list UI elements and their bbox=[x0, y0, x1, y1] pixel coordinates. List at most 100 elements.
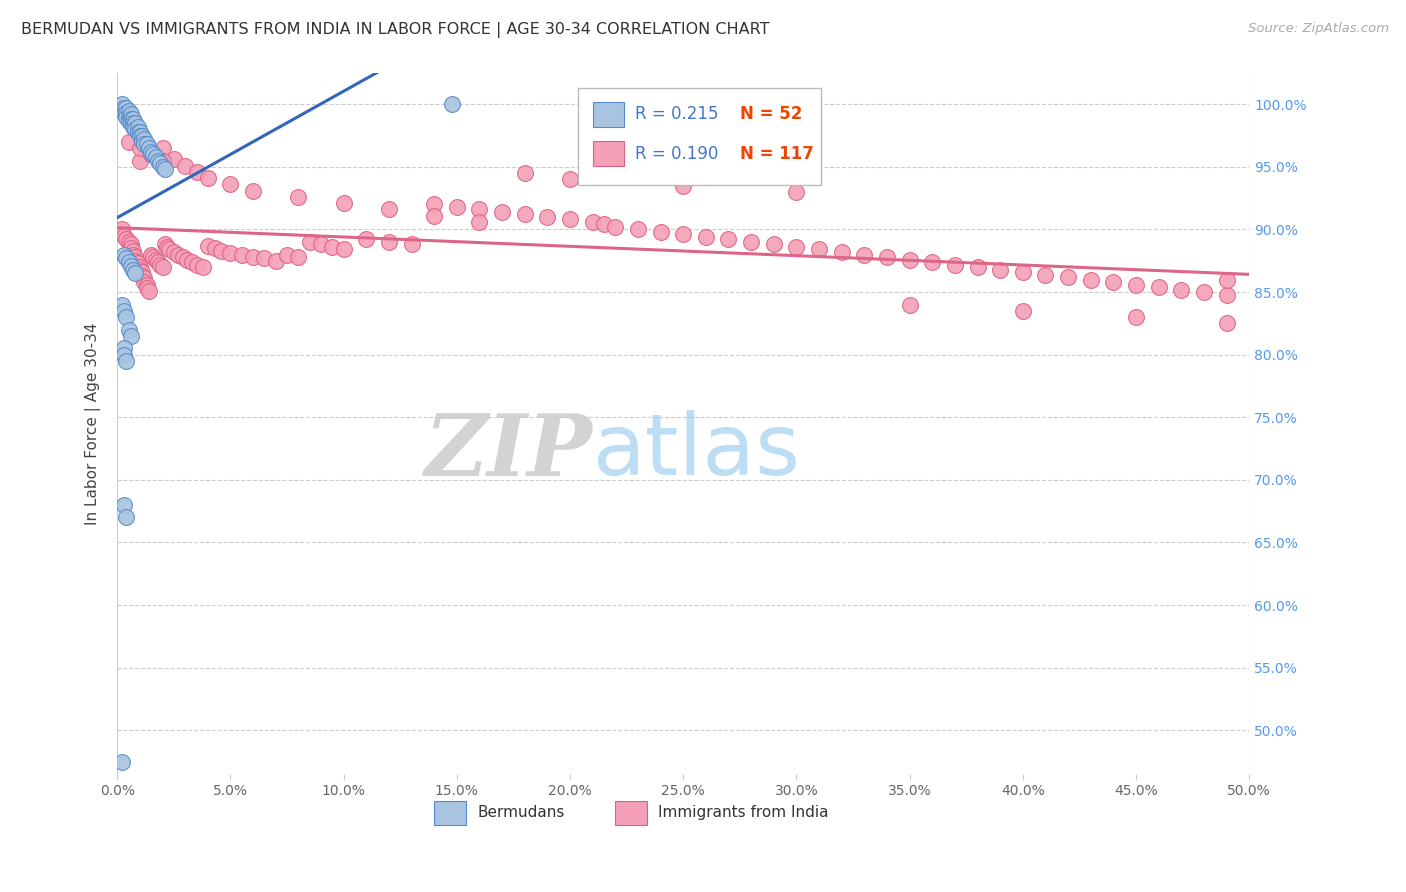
Point bbox=[242, 184, 264, 198]
Point bbox=[231, 247, 253, 261]
Point bbox=[112, 303, 135, 318]
Point bbox=[112, 498, 135, 512]
Point bbox=[145, 150, 167, 164]
Point bbox=[115, 310, 138, 324]
Point bbox=[401, 237, 423, 252]
Point bbox=[117, 323, 139, 337]
Point bbox=[1215, 272, 1237, 286]
Text: N = 117: N = 117 bbox=[740, 145, 814, 162]
Point bbox=[298, 235, 321, 249]
Point bbox=[129, 260, 152, 274]
Point bbox=[112, 348, 135, 362]
Point bbox=[117, 113, 139, 128]
Point bbox=[117, 135, 139, 149]
Text: Source: ZipAtlas.com: Source: ZipAtlas.com bbox=[1249, 22, 1389, 36]
Point bbox=[115, 106, 138, 120]
Point bbox=[124, 116, 146, 130]
Point bbox=[186, 165, 208, 179]
Point bbox=[627, 222, 650, 236]
Point bbox=[124, 250, 146, 264]
Point bbox=[264, 253, 287, 268]
Point bbox=[287, 250, 309, 264]
Point bbox=[672, 227, 695, 242]
Point bbox=[141, 147, 163, 161]
Point bbox=[135, 137, 157, 152]
Point bbox=[117, 235, 139, 249]
Point bbox=[129, 141, 152, 155]
Point bbox=[138, 141, 160, 155]
Point bbox=[112, 101, 135, 115]
Point bbox=[131, 134, 153, 148]
Point bbox=[129, 125, 152, 139]
Point bbox=[1125, 310, 1147, 324]
FancyBboxPatch shape bbox=[593, 102, 624, 127]
Point bbox=[468, 202, 491, 217]
Point bbox=[219, 178, 242, 192]
Point bbox=[242, 250, 264, 264]
Point bbox=[536, 210, 558, 224]
Point bbox=[785, 185, 807, 199]
Point bbox=[1192, 285, 1215, 299]
FancyBboxPatch shape bbox=[434, 801, 465, 824]
Point bbox=[115, 510, 138, 524]
Text: N = 52: N = 52 bbox=[740, 105, 803, 123]
Text: R = 0.190: R = 0.190 bbox=[634, 145, 718, 162]
Point bbox=[141, 145, 163, 159]
Point bbox=[122, 116, 145, 130]
Point bbox=[378, 202, 401, 217]
Point bbox=[332, 243, 354, 257]
Text: Immigrants from India: Immigrants from India bbox=[658, 805, 828, 820]
Point bbox=[321, 240, 343, 254]
Point bbox=[135, 277, 157, 292]
Point bbox=[253, 252, 276, 266]
Point bbox=[853, 247, 876, 261]
Point bbox=[156, 240, 179, 254]
Point bbox=[122, 120, 145, 134]
Point bbox=[197, 171, 219, 186]
Point bbox=[1147, 280, 1170, 294]
Point bbox=[921, 255, 943, 269]
Point bbox=[1215, 287, 1237, 301]
Point bbox=[112, 106, 135, 120]
Point bbox=[204, 241, 226, 255]
Point bbox=[309, 237, 332, 252]
Point bbox=[146, 153, 169, 168]
Y-axis label: In Labor Force | Age 30-34: In Labor Force | Age 30-34 bbox=[86, 322, 101, 524]
Point bbox=[153, 237, 176, 252]
Point bbox=[1170, 283, 1192, 297]
Point bbox=[120, 116, 142, 130]
Point bbox=[152, 260, 174, 274]
Point bbox=[172, 250, 194, 264]
Point bbox=[157, 243, 180, 257]
Point bbox=[152, 153, 174, 168]
Point bbox=[898, 252, 921, 267]
Point bbox=[1125, 277, 1147, 292]
Point bbox=[163, 245, 186, 260]
Point bbox=[152, 141, 174, 155]
Point bbox=[117, 255, 139, 269]
Point bbox=[808, 243, 831, 257]
Point bbox=[1215, 317, 1237, 331]
Text: atlas: atlas bbox=[593, 410, 800, 493]
Point bbox=[127, 256, 149, 270]
Point bbox=[558, 212, 581, 227]
Point bbox=[441, 97, 464, 112]
Point bbox=[122, 247, 145, 261]
Point bbox=[491, 205, 513, 219]
Point bbox=[131, 128, 153, 143]
Point bbox=[209, 244, 232, 258]
Point bbox=[129, 153, 152, 168]
Point bbox=[115, 101, 138, 115]
Point bbox=[898, 297, 921, 311]
Point bbox=[149, 156, 172, 170]
Point bbox=[111, 297, 134, 311]
Point bbox=[112, 247, 135, 261]
Point bbox=[513, 166, 536, 180]
Point bbox=[112, 342, 135, 356]
Point bbox=[124, 122, 146, 136]
Point bbox=[1080, 272, 1102, 286]
Point bbox=[356, 232, 378, 246]
Point bbox=[193, 260, 215, 274]
Point bbox=[146, 255, 169, 269]
Text: ZIP: ZIP bbox=[425, 409, 593, 493]
